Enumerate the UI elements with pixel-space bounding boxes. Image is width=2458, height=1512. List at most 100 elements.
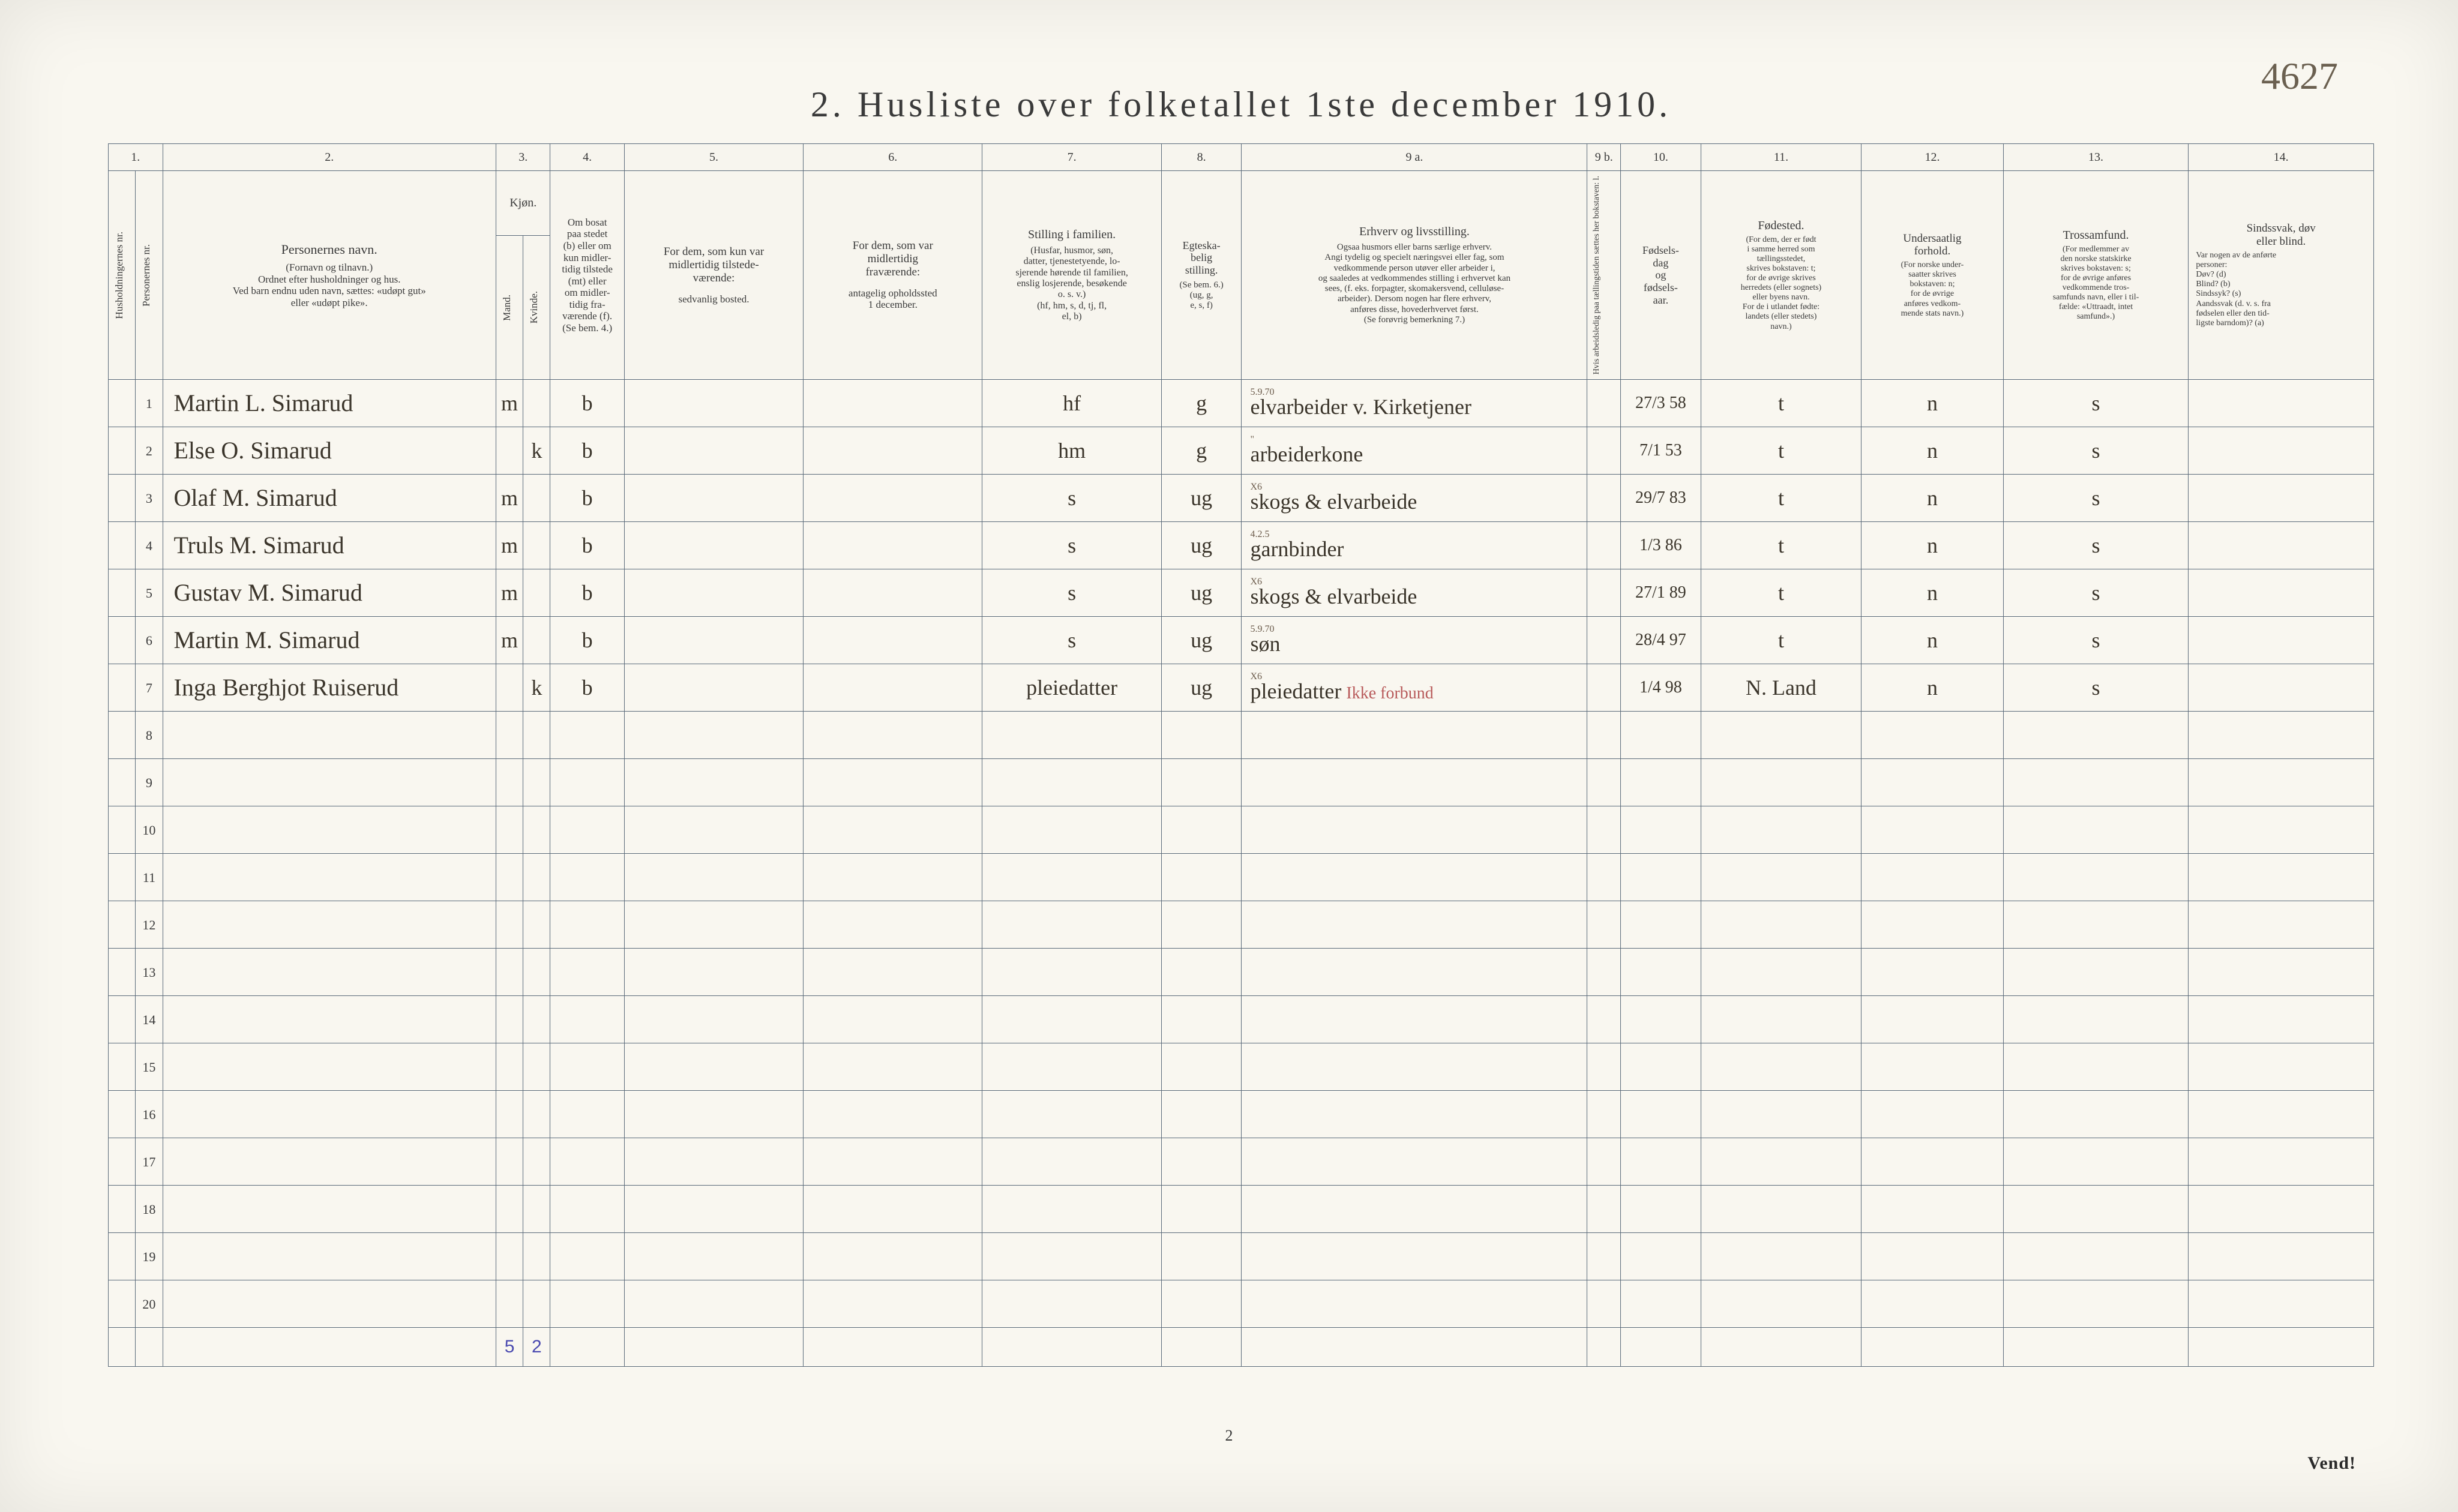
cell-unemployed <box>1587 1091 1621 1138</box>
cell-c5 <box>624 475 803 522</box>
cell-nationality: n <box>1862 569 2004 617</box>
cell-family-pos <box>982 996 1161 1043</box>
cell-religion <box>2003 1043 2189 1091</box>
cell-household-no <box>109 522 136 569</box>
cell-person-no: 16 <box>136 1091 163 1138</box>
cell-person-no: 17 <box>136 1138 163 1186</box>
cell-marital: ug <box>1161 617 1242 664</box>
cell-occupation <box>1242 1233 1587 1280</box>
cell-name: Martin L. Simarud <box>163 380 496 427</box>
census-table: 1. 2. 3. 4. 5. 6. 7. 8. 9 a. 9 b. 10. 11… <box>108 143 2374 1367</box>
cell-name <box>163 1233 496 1280</box>
hdr-occupation: Erhverv og livsstilling. Ogsaa husmors e… <box>1242 171 1587 380</box>
cell-disability <box>2189 1138 2374 1186</box>
cell-disability <box>2189 522 2374 569</box>
cell-birthplace <box>1701 1186 1861 1233</box>
cell-person-no: 14 <box>136 996 163 1043</box>
cell-sex-k <box>523 712 550 759</box>
cell-religion: s <box>2003 380 2189 427</box>
cell-disability <box>2189 475 2374 522</box>
cell-person-no: 11 <box>136 854 163 901</box>
cell-person-no: 13 <box>136 949 163 996</box>
cell-marital <box>1161 1233 1242 1280</box>
cell-sex-m <box>496 712 523 759</box>
cell-unemployed <box>1587 1280 1621 1328</box>
cell-occupation <box>1242 1280 1587 1328</box>
cell-marital <box>1161 1186 1242 1233</box>
cell-disability <box>2189 617 2374 664</box>
hdr-residence: Om bosat paa stedet (b) eller om kun mid… <box>550 171 624 380</box>
cell-c5 <box>624 1280 803 1328</box>
cell-marital <box>1161 712 1242 759</box>
cell-birthplace <box>1701 1043 1861 1091</box>
total-female: 2 <box>532 1337 542 1357</box>
cell-household-no <box>109 759 136 806</box>
cell-residence: b <box>550 475 624 522</box>
cell-household-no <box>109 1280 136 1328</box>
cell-c6 <box>804 1280 982 1328</box>
cell-birth <box>1621 806 1701 854</box>
cell-birth <box>1621 759 1701 806</box>
cell-c5 <box>624 854 803 901</box>
cell-occupation: X6pleiedatterIkke forbund <box>1242 664 1587 712</box>
cell-sex-m <box>496 1091 523 1138</box>
cell-residence: b <box>550 664 624 712</box>
cell-sex-k <box>523 854 550 901</box>
handwritten-page-number: 4627 <box>2261 54 2338 98</box>
cell-family-pos <box>982 1091 1161 1138</box>
cell-occupation <box>1242 806 1587 854</box>
cell-person-no: 7 <box>136 664 163 712</box>
cell-person-no: 15 <box>136 1043 163 1091</box>
table-row: 17 <box>109 1138 2374 1186</box>
cell-religion: s <box>2003 427 2189 475</box>
cell-family-pos: s <box>982 617 1161 664</box>
cell-religion <box>2003 759 2189 806</box>
table-row: 1Martin L. Simarudmbhfg5.9.70elvarbeider… <box>109 380 2374 427</box>
cell-birthplace <box>1701 1233 1861 1280</box>
cell-sex-m <box>496 949 523 996</box>
table-row: 16 <box>109 1091 2374 1138</box>
cell-occupation <box>1242 1043 1587 1091</box>
cell-c6 <box>804 427 982 475</box>
cell-marital <box>1161 854 1242 901</box>
cell-religion <box>2003 806 2189 854</box>
cell-name: Else O. Simarud <box>163 427 496 475</box>
cell-religion <box>2003 949 2189 996</box>
cell-name: Martin M. Simarud <box>163 617 496 664</box>
cell-birthplace <box>1701 1138 1861 1186</box>
colnum-9b: 9 b. <box>1587 144 1621 171</box>
table-row: 10 <box>109 806 2374 854</box>
cell-name <box>163 949 496 996</box>
cell-birthplace <box>1701 759 1861 806</box>
cell-c5 <box>624 522 803 569</box>
cell-residence <box>550 1280 624 1328</box>
hdr-nationality: Undersaatlig forhold. (For norske under-… <box>1862 171 2004 380</box>
hdr-sex-m: Mand. <box>496 235 523 379</box>
census-sheet: 4627 2. Husliste over folketallet 1ste d… <box>0 0 2458 1512</box>
cell-c6 <box>804 1091 982 1138</box>
cell-occupation <box>1242 1091 1587 1138</box>
cell-c6 <box>804 617 982 664</box>
cell-family-pos <box>982 806 1161 854</box>
cell-household-no <box>109 569 136 617</box>
cell-marital <box>1161 759 1242 806</box>
hdr-sex-k: Kvinde. <box>523 235 550 379</box>
cell-household-no <box>109 427 136 475</box>
cell-sex-k <box>523 759 550 806</box>
cell-birthplace: t <box>1701 522 1861 569</box>
table-row: 5Gustav M. SimarudmbsugX6skogs & elvarbe… <box>109 569 2374 617</box>
cell-name <box>163 712 496 759</box>
cell-marital: ug <box>1161 664 1242 712</box>
cell-c6 <box>804 901 982 949</box>
cell-birth: 1/3 86 <box>1621 522 1701 569</box>
cell-sex-m: m <box>496 380 523 427</box>
cell-sex-m <box>496 1138 523 1186</box>
cell-disability <box>2189 664 2374 712</box>
cell-residence <box>550 1186 624 1233</box>
cell-c5 <box>624 1233 803 1280</box>
cell-residence: b <box>550 522 624 569</box>
cell-marital: ug <box>1161 522 1242 569</box>
cell-family-pos <box>982 1043 1161 1091</box>
cell-family-pos: hm <box>982 427 1161 475</box>
cell-birth <box>1621 712 1701 759</box>
